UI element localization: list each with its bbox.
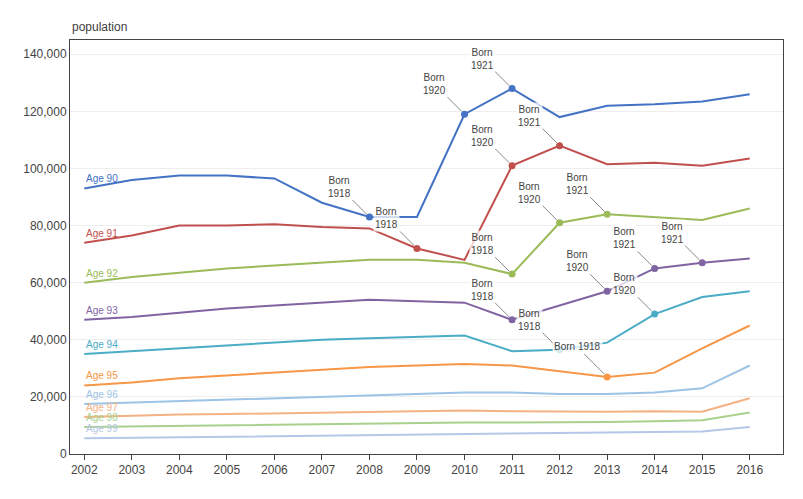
svg-text:2011: 2011 — [499, 463, 525, 477]
svg-text:20,000: 20,000 — [30, 390, 67, 404]
svg-text:Born1921: Born1921 — [661, 221, 684, 245]
svg-text:2007: 2007 — [309, 463, 336, 477]
svg-text:Born1918: Born1918 — [328, 175, 351, 199]
svg-text:Age 98: Age 98 — [86, 412, 118, 423]
svg-text:40,000: 40,000 — [30, 333, 67, 347]
svg-text:Age 96: Age 96 — [86, 389, 118, 400]
svg-text:Born1921: Born1921 — [613, 226, 636, 250]
svg-text:2012: 2012 — [546, 463, 573, 477]
svg-text:100,000: 100,000 — [23, 162, 67, 176]
svg-text:Age 99: Age 99 — [86, 423, 118, 434]
svg-text:2002: 2002 — [71, 463, 98, 477]
svg-text:Born1918: Born1918 — [471, 278, 494, 302]
svg-text:Born1920: Born1920 — [423, 72, 446, 96]
svg-text:Born1921: Born1921 — [566, 172, 589, 196]
svg-text:Born 1918: Born 1918 — [554, 341, 601, 352]
svg-text:2013: 2013 — [594, 463, 621, 477]
svg-text:Born1918: Born1918 — [375, 206, 398, 230]
svg-text:2005: 2005 — [214, 463, 241, 477]
svg-text:2015: 2015 — [689, 463, 716, 477]
svg-text:0: 0 — [60, 447, 67, 461]
svg-text:Born1921: Born1921 — [471, 47, 494, 71]
svg-text:2014: 2014 — [641, 463, 668, 477]
svg-text:population: population — [72, 20, 127, 34]
svg-text:Age 92: Age 92 — [86, 268, 118, 279]
svg-text:Age 97: Age 97 — [86, 402, 118, 413]
svg-text:2016: 2016 — [736, 463, 763, 477]
svg-text:80,000: 80,000 — [30, 219, 67, 233]
svg-text:Age 95: Age 95 — [86, 370, 118, 381]
svg-text:Born1920: Born1920 — [518, 181, 541, 205]
svg-text:Age 94: Age 94 — [86, 339, 118, 350]
svg-text:2004: 2004 — [166, 463, 193, 477]
svg-text:Born1918: Born1918 — [471, 232, 494, 256]
svg-text:Born1920: Born1920 — [613, 272, 636, 296]
svg-text:2008: 2008 — [356, 463, 383, 477]
svg-text:Born1921: Born1921 — [518, 104, 541, 128]
svg-text:2010: 2010 — [451, 463, 478, 477]
svg-text:140,000: 140,000 — [23, 47, 67, 61]
svg-text:120,000: 120,000 — [23, 105, 67, 119]
svg-text:Born1920: Born1920 — [471, 124, 494, 148]
svg-text:Born1918: Born1918 — [518, 308, 541, 332]
svg-text:Age 91: Age 91 — [86, 228, 118, 239]
svg-text:Age 90: Age 90 — [86, 173, 118, 184]
svg-text:2009: 2009 — [404, 463, 431, 477]
svg-text:2006: 2006 — [261, 463, 288, 477]
svg-text:60,000: 60,000 — [30, 276, 67, 290]
svg-text:Age 93: Age 93 — [86, 305, 118, 316]
svg-text:Born1920: Born1920 — [566, 249, 589, 273]
svg-text:2003: 2003 — [118, 463, 145, 477]
